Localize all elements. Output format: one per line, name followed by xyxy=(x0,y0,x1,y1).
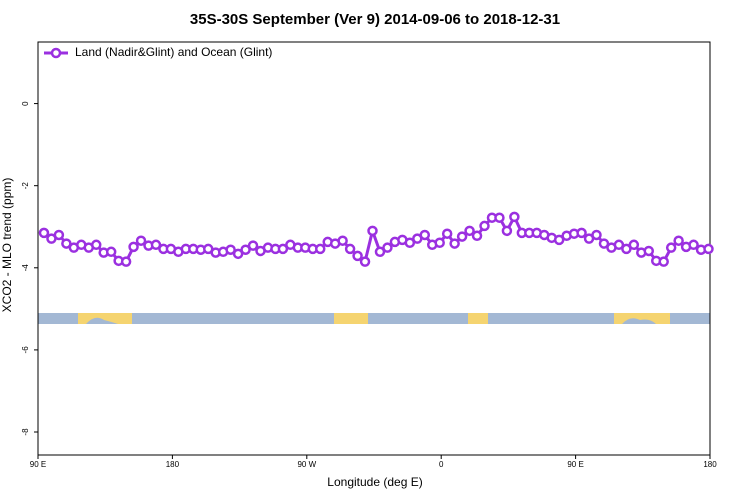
data-point xyxy=(449,238,460,249)
data-point xyxy=(61,238,72,249)
data-point xyxy=(382,242,393,253)
data-point xyxy=(464,225,475,237)
legend-label: Land (Nadir&Glint) and Ocean (Glint) xyxy=(75,45,272,59)
data-point xyxy=(359,256,371,267)
data-point xyxy=(404,237,416,249)
data-point xyxy=(120,256,132,267)
data-point xyxy=(38,227,50,239)
data-point xyxy=(247,240,259,251)
data-point xyxy=(621,243,632,255)
data-point xyxy=(367,225,378,237)
data-point xyxy=(135,235,147,246)
data-point xyxy=(434,237,445,249)
data-point xyxy=(225,244,236,255)
x-tick-label: 90 E xyxy=(567,460,583,469)
data-point xyxy=(374,246,386,258)
y-tick-label: -2 xyxy=(21,182,30,190)
data-point xyxy=(419,229,431,241)
data-point xyxy=(456,231,468,242)
x-tick-label: 0 xyxy=(439,460,444,469)
x-tick-label: 90 E xyxy=(30,460,46,469)
data-point xyxy=(591,229,602,241)
data-point xyxy=(344,243,356,255)
y-tick-label: 0 xyxy=(21,101,30,106)
data-point xyxy=(576,227,587,239)
y-tick-label: -4 xyxy=(21,264,30,272)
data-point xyxy=(277,243,289,255)
data-point xyxy=(688,239,699,251)
data-point xyxy=(150,239,162,251)
data-point xyxy=(613,239,625,251)
data-point xyxy=(598,238,610,249)
x-axis-label: Longitude (deg E) xyxy=(327,475,422,489)
data-point xyxy=(673,235,684,246)
data-point xyxy=(628,239,640,251)
x-tick-label: 90 W xyxy=(297,460,316,469)
data-point xyxy=(509,211,520,223)
x-tick-label: 180 xyxy=(703,460,717,469)
data-point xyxy=(441,228,453,239)
data-point xyxy=(90,239,102,251)
data-point xyxy=(128,241,139,253)
data-point xyxy=(479,220,490,232)
data-point xyxy=(240,244,251,255)
y-tick-label: -6 xyxy=(21,346,30,354)
legend: Land (Nadir&Glint) and Ocean (Glint) xyxy=(44,45,272,59)
data-point xyxy=(337,235,348,246)
data-point xyxy=(501,225,513,237)
data-point xyxy=(553,234,565,246)
data-point xyxy=(314,243,326,255)
data-point xyxy=(105,246,117,258)
data-point xyxy=(232,248,244,260)
y-axis-label: XCO2 - MLO trend (ppm) xyxy=(0,178,14,313)
data-point xyxy=(53,229,65,241)
data-point xyxy=(352,250,363,262)
data-point xyxy=(471,230,483,242)
data-point xyxy=(494,212,505,223)
data-point xyxy=(658,256,669,267)
legend-marker xyxy=(50,47,62,59)
land-ocean-strip xyxy=(38,313,710,324)
x-tick-label: 180 xyxy=(166,460,180,469)
data-point xyxy=(665,242,677,253)
chart-title: 35S-30S September (Ver 9) 2014-09-06 to … xyxy=(190,11,560,28)
data-point xyxy=(643,245,655,257)
y-tick-label: -8 xyxy=(21,428,30,436)
data-point xyxy=(703,243,714,255)
